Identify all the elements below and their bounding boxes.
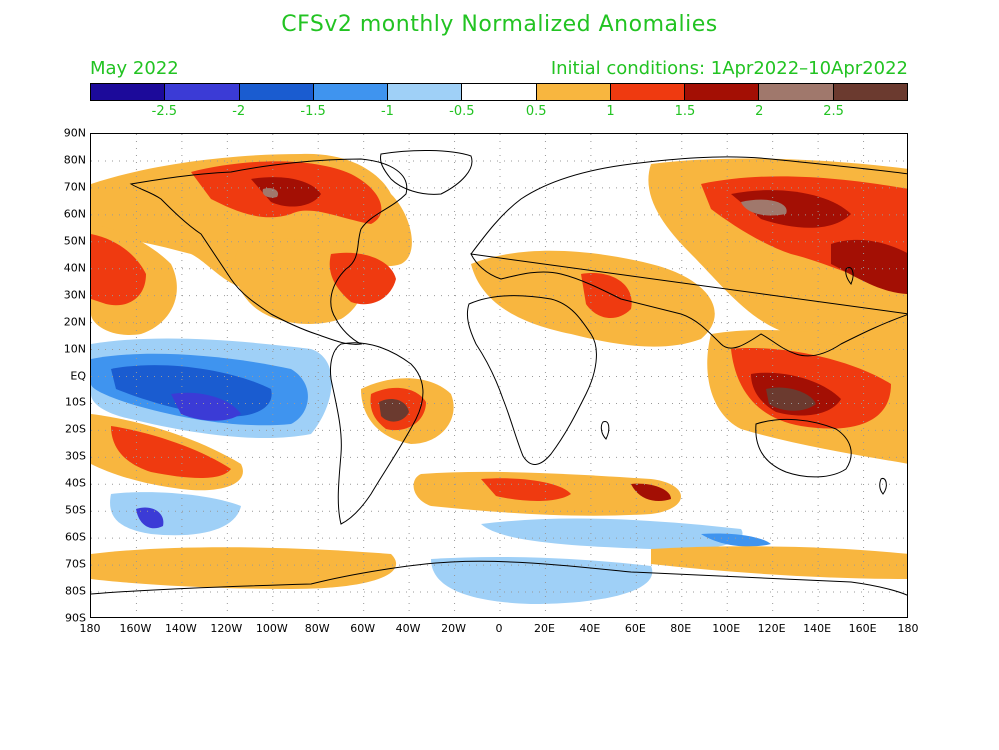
anomaly-region xyxy=(111,426,231,478)
greenland-coast xyxy=(380,150,473,195)
madagascar-coast xyxy=(600,420,610,440)
latitude-label: 60N xyxy=(63,207,86,221)
latitude-label: 40S xyxy=(65,476,86,490)
latitude-label: 30N xyxy=(63,288,86,302)
eurasia-coast xyxy=(470,156,907,357)
new-zealand-coast xyxy=(879,477,887,495)
antarctica-coast xyxy=(91,560,907,596)
anomaly-region xyxy=(171,392,241,421)
anomaly-region xyxy=(701,533,771,547)
colorbar-swatch xyxy=(462,84,537,100)
anomaly-region xyxy=(329,252,396,305)
longitude-label: 180 xyxy=(79,622,101,635)
anomaly-region xyxy=(651,546,907,579)
anomaly-map xyxy=(91,134,907,617)
latitude-label: 30S xyxy=(65,449,86,463)
colorbar-tick-label: 1 xyxy=(606,104,615,119)
colorbar-labels: -2.5 -2 -1.5 -1 -0.5 0.5 1 1.5 2 2.5 xyxy=(90,104,908,120)
colorbar-tick-label: 0.5 xyxy=(525,104,547,119)
longitude-label: 60E xyxy=(624,622,646,635)
colorbar-tick-label: -1.5 xyxy=(300,104,326,119)
anomaly-region xyxy=(262,188,279,198)
latitude-label: 60S xyxy=(65,530,86,544)
colorbar-swatch xyxy=(759,84,834,100)
latitude-label: 80N xyxy=(63,153,86,167)
latitude-label: EQ xyxy=(70,369,86,382)
initial-conditions: Initial conditions: 1Apr2022–10Apr2022 xyxy=(550,58,908,79)
longitude-label: 100W xyxy=(255,622,288,635)
colorbar-swatch xyxy=(833,84,907,100)
colorbar-tick-label: 2 xyxy=(755,104,764,119)
longitude-label: 160W xyxy=(119,622,152,635)
anomaly-region xyxy=(631,483,671,502)
latitude-label: 90S xyxy=(65,611,86,625)
colorbar-swatch xyxy=(165,84,240,100)
longitude-label: 60W xyxy=(350,622,376,635)
africa-coast xyxy=(466,295,597,465)
anomaly-region xyxy=(110,492,242,536)
map-panel xyxy=(90,133,908,618)
forecast-month: May 2022 xyxy=(90,58,179,79)
latitude-label: 50N xyxy=(63,234,86,248)
colorbar xyxy=(90,83,908,101)
colorbar-tick-label: 2.5 xyxy=(823,104,844,119)
longitude-label: 40E xyxy=(579,622,601,635)
anomaly-region xyxy=(741,199,787,216)
north-america-coast xyxy=(129,158,408,345)
anomaly-region xyxy=(136,507,164,529)
anomaly-region xyxy=(731,190,851,228)
colorbar-tick-label: 1.5 xyxy=(674,104,696,119)
south-america-coast xyxy=(330,342,424,525)
colorbar-tick-label: -2 xyxy=(232,104,246,119)
latitude-label: 70N xyxy=(63,180,86,194)
latitude-label: 10S xyxy=(65,395,86,409)
anomaly-region xyxy=(91,547,397,589)
colorbar-swatch xyxy=(388,84,463,100)
australia-coast xyxy=(755,418,852,478)
longitude-label: 120E xyxy=(757,622,786,635)
latitude-label: 20N xyxy=(63,315,86,329)
longitude-label: 0 xyxy=(495,622,503,635)
longitude-label: 140E xyxy=(803,622,832,635)
longitude-label: 20E xyxy=(533,622,555,635)
latitude-label: 80S xyxy=(65,584,86,598)
longitude-label: 80E xyxy=(670,622,692,635)
japan-coast xyxy=(845,267,854,285)
longitude-label: 140W xyxy=(164,622,197,635)
colorbar-tick-label: -1 xyxy=(380,104,394,119)
colorbar-swatch xyxy=(610,84,686,100)
anomaly-region xyxy=(481,518,743,550)
latitude-label: 90N xyxy=(63,126,86,140)
longitude-label: 180 xyxy=(897,622,919,635)
anomaly-region xyxy=(251,177,321,207)
longitude-label: 40W xyxy=(395,622,421,635)
coastlines xyxy=(91,150,907,596)
latitude-label: 50S xyxy=(65,503,86,517)
colorbar-tick-label: -2.5 xyxy=(151,104,178,119)
latitude-label: 10N xyxy=(63,342,86,356)
anomaly-region xyxy=(91,234,146,306)
colorbar-swatch xyxy=(239,84,314,100)
colorbar-swatch xyxy=(536,84,611,100)
longitude-label: 20W xyxy=(441,622,466,635)
anomaly-region xyxy=(581,273,632,319)
latitude-label: 70S xyxy=(65,557,86,571)
anomaly-region xyxy=(379,399,409,422)
chart-title: CFSv2 monthly Normalized Anomalies xyxy=(281,12,718,37)
colorbar-swatch xyxy=(685,84,760,100)
anomaly-fields xyxy=(91,153,907,604)
colorbar-swatch xyxy=(313,84,389,100)
latitude-label: 20S xyxy=(65,422,86,436)
longitude-label: 80W xyxy=(304,622,330,635)
colorbar-tick-label: -0.5 xyxy=(449,104,475,119)
anomaly-region xyxy=(481,478,571,501)
longitude-label: 100E xyxy=(712,622,741,635)
longitude-label: 120W xyxy=(210,622,243,635)
colorbar-swatch xyxy=(91,84,166,100)
latitude-label: 40N xyxy=(63,261,86,275)
anomaly-region xyxy=(831,239,907,294)
anomaly-region xyxy=(766,387,816,411)
longitude-label: 160E xyxy=(848,622,877,635)
